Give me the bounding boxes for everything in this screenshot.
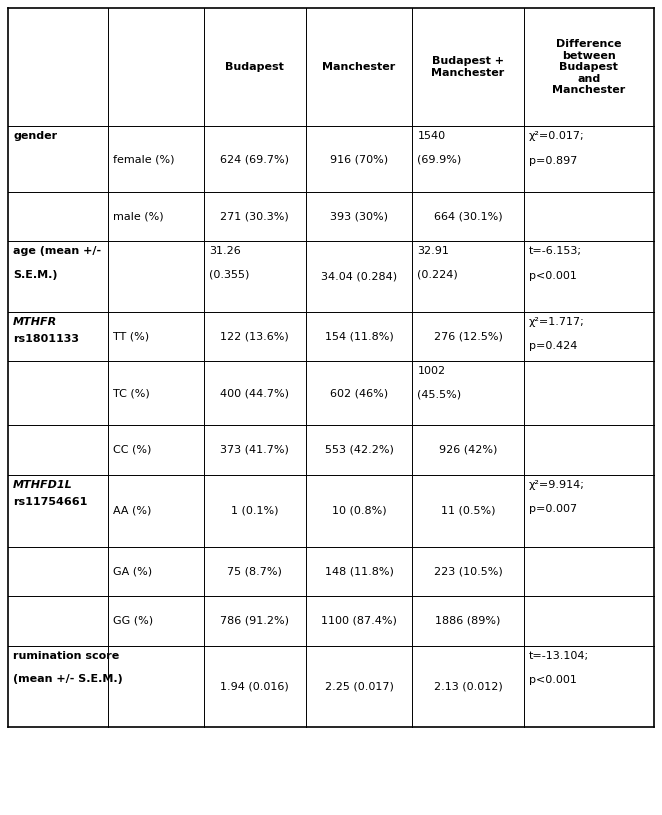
Text: 31.26

(0.355): 31.26 (0.355) [209,246,249,280]
Text: Manchester: Manchester [322,62,396,72]
Text: 400 (44.7%): 400 (44.7%) [220,388,289,398]
Text: p=0.007: p=0.007 [528,504,577,514]
Text: 271 (30.3%): 271 (30.3%) [220,212,289,222]
Text: TT (%): TT (%) [113,332,149,341]
Text: p=0.424: p=0.424 [528,341,577,351]
Text: GA (%): GA (%) [113,566,152,576]
Text: 664 (30.1%): 664 (30.1%) [434,212,502,222]
Text: 1100 (87.4%): 1100 (87.4%) [321,616,397,626]
Text: 1002

(45.5%): 1002 (45.5%) [418,366,461,399]
Text: 32.91

(0.224): 32.91 (0.224) [418,246,458,280]
Text: χ²=0.017;: χ²=0.017; [528,131,584,141]
Text: 1540

(69.9%): 1540 (69.9%) [418,131,461,165]
Text: 1 (0.1%): 1 (0.1%) [231,505,279,516]
Text: AA (%): AA (%) [113,505,152,516]
Text: 926 (42%): 926 (42%) [439,445,497,455]
Text: 154 (11.8%): 154 (11.8%) [325,332,393,341]
Text: rumination score

(mean +/- S.E.M.): rumination score (mean +/- S.E.M.) [13,650,122,684]
Text: p=0.897: p=0.897 [528,156,577,165]
Text: 75 (8.7%): 75 (8.7%) [227,566,282,576]
Text: Budapest: Budapest [225,62,284,72]
Text: 916 (70%): 916 (70%) [330,154,388,164]
Text: female (%): female (%) [113,154,175,164]
Text: CC (%): CC (%) [113,445,152,455]
Text: TC (%): TC (%) [113,388,150,398]
Text: male (%): male (%) [113,212,164,222]
Text: χ²=9.914;: χ²=9.914; [528,479,585,490]
Text: 553 (42.2%): 553 (42.2%) [324,445,393,455]
Text: age (mean +/-

S.E.M.): age (mean +/- S.E.M.) [13,246,101,280]
Text: 2.25 (0.017): 2.25 (0.017) [324,681,393,691]
Text: 148 (11.8%): 148 (11.8%) [324,566,393,576]
Text: gender: gender [13,131,57,141]
Text: p<0.001: p<0.001 [528,271,577,280]
Text: Difference
between
Budapest
and
Manchester: Difference between Budapest and Manchest… [552,39,626,95]
Text: rs11754661: rs11754661 [13,497,87,508]
Text: t=-13.104;: t=-13.104; [528,650,589,661]
Text: 34.04 (0.284): 34.04 (0.284) [321,271,397,281]
Text: 602 (46%): 602 (46%) [330,388,388,398]
Text: 1886 (89%): 1886 (89%) [435,616,500,626]
Text: 786 (91.2%): 786 (91.2%) [220,616,289,626]
Text: 11 (0.5%): 11 (0.5%) [441,505,495,516]
Text: 624 (69.7%): 624 (69.7%) [220,154,289,164]
Text: χ²=1.717;: χ²=1.717; [528,316,585,327]
Text: 373 (41.7%): 373 (41.7%) [220,445,289,455]
Text: 1.94 (0.016): 1.94 (0.016) [220,681,289,691]
Text: t=-6.153;: t=-6.153; [528,246,581,256]
Text: Budapest +
Manchester: Budapest + Manchester [432,56,504,78]
Text: 2.13 (0.012): 2.13 (0.012) [434,681,502,691]
Text: 223 (10.5%): 223 (10.5%) [434,566,502,576]
Text: 393 (30%): 393 (30%) [330,212,388,222]
Text: GG (%): GG (%) [113,616,154,626]
Text: MTHFR: MTHFR [13,316,57,327]
Text: rs1801133: rs1801133 [13,334,79,345]
Text: MTHFD1L: MTHFD1L [13,479,73,490]
Text: 122 (13.6%): 122 (13.6%) [220,332,289,341]
Text: 276 (12.5%): 276 (12.5%) [434,332,502,341]
Text: 10 (0.8%): 10 (0.8%) [332,505,387,516]
Text: p<0.001: p<0.001 [528,675,577,685]
